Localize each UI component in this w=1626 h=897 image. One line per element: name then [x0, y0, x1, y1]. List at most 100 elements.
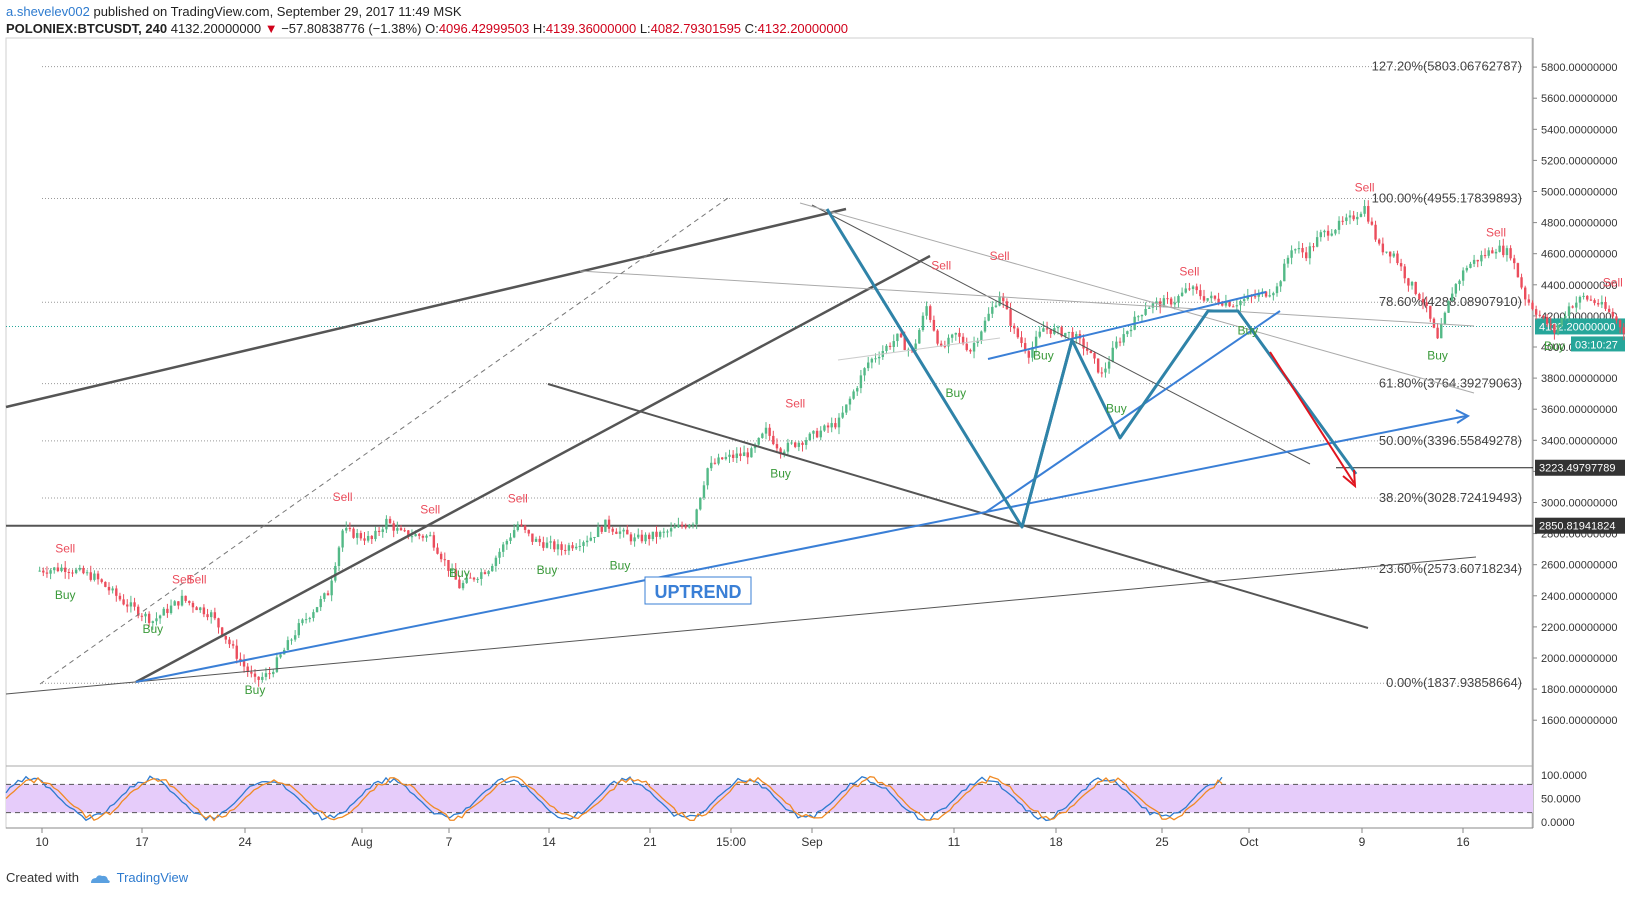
level-price-tag: [1535, 517, 1625, 534]
candle-body: [1020, 337, 1023, 344]
candle-body: [1210, 295, 1213, 299]
candle-body: [1571, 306, 1574, 308]
trend-line: [135, 254, 931, 684]
candle-body: [242, 661, 246, 667]
candle-body: [680, 524, 684, 527]
candle-body: [538, 538, 541, 543]
candle-body: [1578, 296, 1582, 303]
candle-body: [352, 528, 355, 538]
candle-body: [841, 412, 844, 418]
uptrend-line: [135, 415, 1467, 683]
candle-body: [1524, 287, 1527, 300]
candle-body: [691, 524, 695, 526]
candle-body: [1454, 284, 1458, 294]
candle-body: [1447, 300, 1450, 313]
candle-body: [1582, 295, 1585, 297]
candle-body: [188, 600, 191, 603]
candle-body: [593, 537, 596, 539]
candle-body: [531, 533, 534, 542]
candle-body: [626, 529, 629, 535]
candle-body: [509, 537, 512, 541]
candle-body: [1002, 296, 1005, 302]
price-tick-label: 4800.00000000: [1541, 218, 1617, 230]
candle-body: [936, 330, 939, 344]
candle-body: [1586, 295, 1589, 300]
candle-body: [1009, 309, 1012, 326]
time-tick-label: 15:00: [716, 835, 746, 849]
candle-body: [177, 601, 180, 606]
candle-body: [542, 542, 545, 548]
candle-body: [786, 442, 790, 452]
candle-body: [1166, 298, 1169, 300]
candle-body: [885, 345, 888, 352]
candle-body: [1148, 307, 1151, 309]
candle-body: [954, 332, 957, 335]
candle-body: [414, 534, 417, 537]
candle-body: [994, 305, 998, 307]
candle-body: [1056, 327, 1060, 329]
candle-body: [914, 343, 917, 351]
trend-line: [5, 207, 847, 409]
candle-body: [929, 306, 932, 320]
candle-body: [1129, 329, 1133, 332]
candle-body: [1502, 245, 1505, 256]
candle-body: [1305, 252, 1308, 259]
buy-signal: Buy: [1544, 339, 1565, 353]
candle-body: [1553, 324, 1556, 333]
candle-body: [888, 345, 892, 347]
candle-body: [1177, 296, 1180, 303]
candle-body: [330, 580, 333, 596]
uptrend-box: [644, 576, 752, 605]
candle-body: [122, 599, 125, 605]
candle-body: [231, 644, 235, 646]
buy-signal: Buy: [1237, 324, 1258, 338]
price-tick-label: 3800.00000000: [1541, 373, 1617, 385]
trend-line: [799, 202, 1475, 394]
candle-body: [815, 430, 819, 438]
change-value: −57.80838776 (−1.38%): [281, 21, 422, 36]
candle-body: [1589, 299, 1593, 301]
candle-body: [1242, 299, 1246, 301]
candle-body: [213, 612, 217, 619]
candle-body: [1137, 316, 1140, 318]
candle-body: [575, 546, 578, 549]
last-price: 4132.20000000: [170, 21, 262, 36]
candle-body: [1516, 263, 1520, 278]
candle-body: [1363, 206, 1366, 214]
candle-body: [224, 635, 227, 640]
footer: Created with TradingView: [6, 870, 188, 885]
candle-body: [826, 425, 830, 428]
candle-body: [418, 534, 421, 536]
candle-body: [502, 544, 505, 552]
candle-body: [297, 623, 300, 636]
candle-body: [874, 358, 877, 360]
candle-body: [662, 531, 665, 533]
candle-body: [1542, 315, 1545, 317]
candle-body: [1115, 341, 1118, 348]
time-tick-label: 11: [948, 835, 961, 849]
candle-body: [721, 457, 724, 460]
close-value: 4132.20000000: [757, 21, 849, 36]
countdown-tag: [1571, 336, 1625, 352]
candle-body: [775, 444, 779, 449]
candle-body: [1140, 314, 1144, 317]
candle-body: [1275, 286, 1279, 294]
candle-body: [166, 608, 169, 614]
time-tick-label: 16: [1456, 835, 1470, 849]
candle-body: [1330, 233, 1333, 236]
candle-body: [1461, 270, 1465, 281]
candle-body: [286, 640, 290, 650]
time-tick-label: Sep: [801, 835, 823, 849]
time-tick-label: 21: [643, 835, 657, 849]
candle-body: [1067, 331, 1071, 333]
candles-group: [38, 199, 1625, 687]
candle-body: [1100, 372, 1103, 374]
candle-body: [126, 604, 129, 607]
tradingview-link[interactable]: TradingView: [116, 870, 189, 885]
candle-body: [206, 614, 209, 618]
author-link[interactable]: a.shevelev002: [6, 4, 90, 19]
sell-signal: Sell: [172, 572, 192, 586]
candle-body: [74, 569, 78, 574]
candle-body: [505, 540, 509, 545]
